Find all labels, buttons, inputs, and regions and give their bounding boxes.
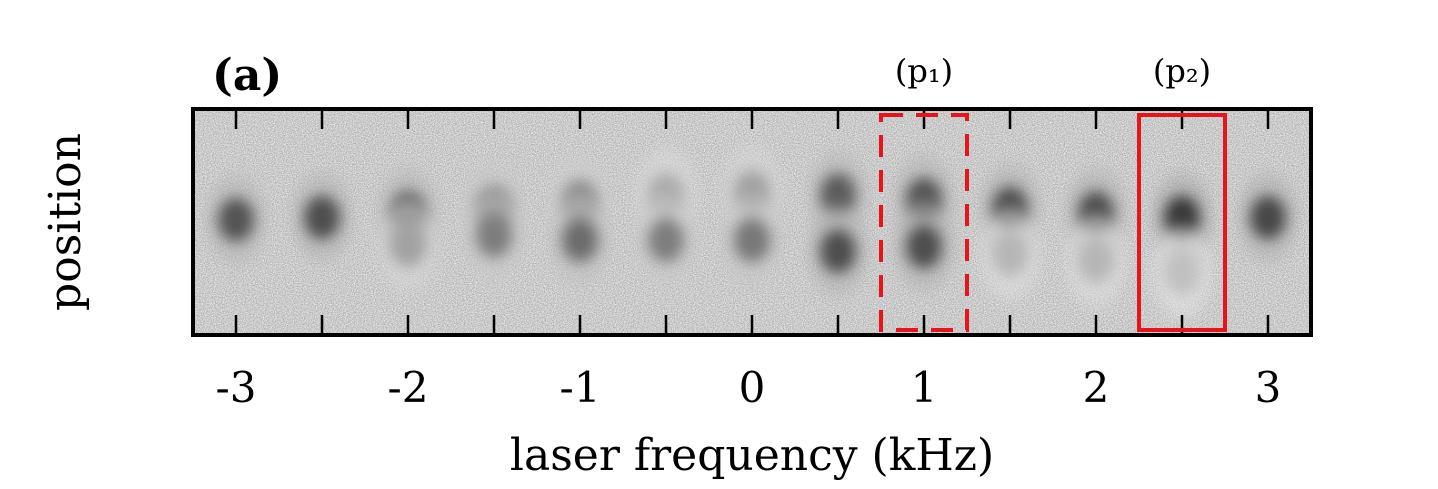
panel-label: (a)	[212, 50, 282, 101]
spot-core-10-1	[1078, 238, 1114, 283]
x-axis-label: laser frequency (kHz)	[510, 430, 994, 481]
spot-core-5-1	[648, 218, 684, 263]
spot-core-2-1	[390, 222, 426, 267]
spot-core-12-0	[1250, 195, 1286, 240]
plot-frame	[191, 107, 1313, 337]
density-spots	[206, 146, 1298, 318]
spot-core-3-1	[476, 213, 512, 258]
x-tick-label-1: -2	[388, 363, 429, 412]
y-axis-label: position	[40, 133, 91, 311]
annotation-boxes	[879, 113, 1227, 332]
annotation-box-0	[879, 113, 969, 332]
spot-core-9-1	[992, 231, 1028, 276]
spot-core-0-0	[218, 197, 254, 242]
x-tick-label-5: 2	[1083, 363, 1110, 412]
spot-core-7-0	[820, 172, 856, 217]
annotation-labels: (p₁) (p₂)	[895, 52, 1211, 90]
spot-core-7-1	[820, 229, 856, 274]
annotation-label-0: (p₁)	[895, 52, 953, 90]
spot-core-11-1	[1164, 249, 1200, 294]
spot-core-1-0	[304, 195, 340, 240]
x-tick-label-3: 0	[739, 363, 766, 412]
spot-core-8-1	[906, 224, 942, 269]
x-tick-label-6: 3	[1255, 363, 1282, 412]
x-tick-label-4: 1	[911, 363, 938, 412]
x-tick-labels: -3 -2 -1 0 1 2 3	[216, 363, 1282, 412]
spot-core-4-1	[562, 218, 598, 263]
axis-ticks	[234, 109, 1270, 335]
x-tick-label-0: -3	[216, 363, 257, 412]
annotation-box-1	[1137, 113, 1227, 332]
x-tick-label-2: -1	[560, 363, 601, 412]
annotation-label-1: (p₂)	[1153, 52, 1211, 90]
spot-core-6-1	[734, 218, 770, 263]
